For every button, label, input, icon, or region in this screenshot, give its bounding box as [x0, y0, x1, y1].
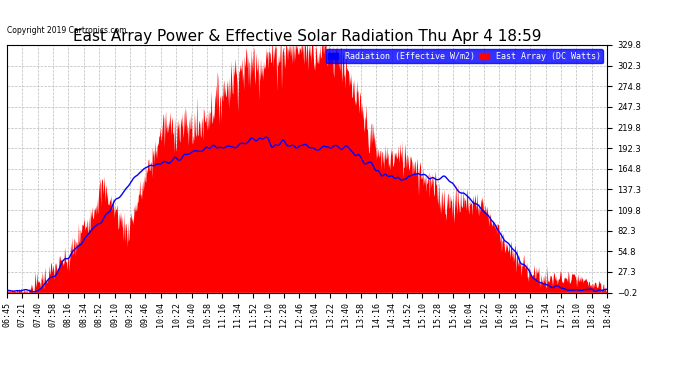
- Title: East Array Power & Effective Solar Radiation Thu Apr 4 18:59: East Array Power & Effective Solar Radia…: [73, 29, 541, 44]
- Legend: Radiation (Effective W/m2), East Array (DC Watts): Radiation (Effective W/m2), East Array (…: [326, 49, 603, 63]
- Text: Copyright 2019 Cartronics.com: Copyright 2019 Cartronics.com: [7, 26, 126, 35]
